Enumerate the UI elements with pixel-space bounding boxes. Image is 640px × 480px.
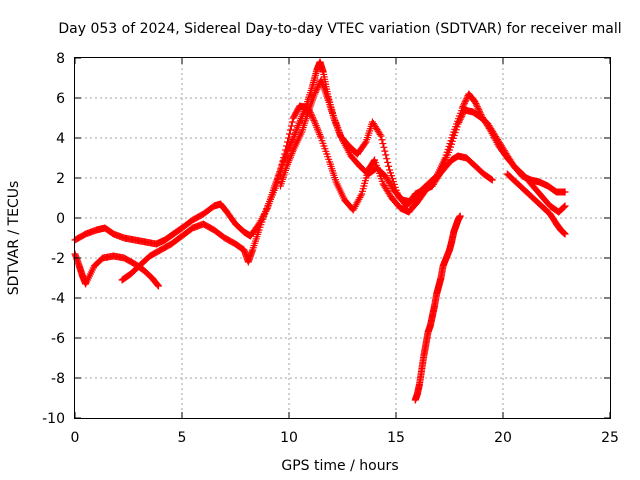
data-point	[471, 98, 479, 106]
data-point	[311, 90, 319, 98]
data-point	[560, 203, 568, 211]
x-tick-label: 0	[71, 430, 80, 446]
series-track-4	[276, 76, 569, 210]
data-point	[312, 87, 320, 95]
data-point	[310, 116, 318, 124]
data-point	[314, 84, 322, 92]
data-point	[488, 176, 496, 184]
y-axis-label: SDTVAR / TECUs	[6, 181, 22, 296]
y-tick-label: 6	[56, 91, 65, 107]
data-point	[287, 139, 295, 147]
y-tick-label: 0	[56, 211, 65, 227]
y-tick-label: 2	[56, 171, 65, 187]
series-track-1	[71, 58, 569, 248]
series-track-5	[411, 212, 464, 404]
x-axis-label: GPS time / hours	[281, 458, 398, 474]
series-track-2	[71, 250, 162, 290]
data-point	[380, 143, 388, 151]
plot-frame	[74, 57, 611, 419]
data-point	[382, 151, 390, 159]
data-point	[561, 202, 569, 210]
y-tick-label: -2	[51, 251, 65, 267]
y-tick-label: -6	[51, 331, 65, 347]
series-track-6	[503, 170, 569, 238]
data-point	[459, 102, 467, 110]
data-point	[456, 115, 464, 123]
y-tick-label: 4	[56, 131, 65, 147]
data-point	[308, 112, 316, 120]
data-point	[280, 154, 288, 162]
x-tick-label: 5	[178, 430, 187, 446]
data-point	[475, 106, 483, 114]
y-tick-label: -4	[51, 291, 65, 307]
data-point	[472, 100, 480, 108]
axis-ticks: 0 5 10 15 20 25 -10 -8 -6 -4 -2 0 2 4 6 8	[42, 51, 619, 446]
data-point	[309, 113, 317, 121]
data-point	[378, 136, 386, 144]
data-markers	[71, 58, 569, 404]
data-point	[154, 281, 162, 289]
data-point	[384, 158, 392, 166]
data-point	[288, 137, 296, 145]
data-point	[279, 157, 287, 165]
data-point	[487, 175, 495, 183]
data-point	[282, 146, 290, 154]
grid	[75, 58, 610, 418]
data-point	[456, 212, 464, 220]
data-point	[311, 88, 319, 96]
data-point	[455, 117, 463, 125]
data-point	[457, 114, 465, 122]
data-point	[284, 138, 292, 146]
series-track-3	[118, 102, 496, 284]
data-point	[313, 85, 321, 93]
y-tick-label: -8	[51, 371, 65, 387]
data-point	[462, 96, 470, 104]
data-point	[287, 122, 295, 130]
data-point	[460, 101, 468, 109]
x-tick-label: 20	[494, 430, 512, 446]
data-point	[281, 150, 289, 158]
data-point	[561, 230, 569, 238]
y-tick-label: -10	[42, 411, 65, 427]
chart-title: Day 053 of 2024, Sidereal Day-to-day VTE…	[58, 21, 621, 37]
data-point	[458, 112, 466, 120]
data-point	[474, 104, 482, 112]
data-point	[385, 162, 393, 170]
data-point	[460, 99, 468, 107]
data-point	[309, 115, 317, 123]
x-tick-label: 25	[601, 430, 619, 446]
data-point	[273, 178, 281, 186]
data-point	[383, 155, 391, 163]
data-point	[286, 126, 294, 134]
data-point	[288, 118, 296, 126]
data-point	[561, 188, 569, 196]
data-point	[560, 203, 568, 211]
data-point	[283, 142, 291, 150]
data-point	[461, 98, 469, 106]
data-point	[436, 170, 444, 178]
data-point	[276, 168, 284, 176]
data-point	[154, 282, 162, 290]
data-point	[361, 139, 369, 147]
data-point	[381, 147, 389, 155]
data-point	[377, 132, 385, 140]
x-tick-label: 15	[387, 430, 405, 446]
data-point	[454, 120, 462, 128]
data-point	[473, 101, 481, 109]
x-tick-label: 10	[280, 430, 298, 446]
y-tick-label: 8	[56, 51, 65, 67]
data-point	[376, 130, 384, 138]
data-point	[473, 103, 481, 111]
data-point	[285, 134, 293, 142]
data-point	[370, 157, 378, 165]
data-point	[285, 130, 293, 138]
data-point	[379, 140, 387, 148]
data-point	[458, 111, 466, 119]
data-point	[455, 118, 463, 126]
